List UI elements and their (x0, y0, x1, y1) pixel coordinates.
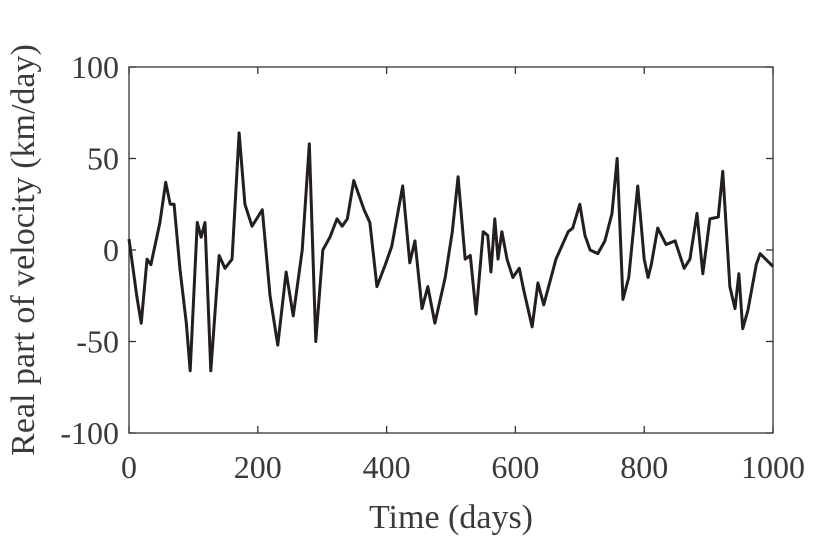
y-axis-label: Real part of velocity (km/day) (5, 44, 42, 456)
y-tick-label: -50 (76, 324, 119, 360)
x-tick-label: 800 (620, 449, 668, 485)
plot-frame (128, 66, 774, 434)
x-axis-label: Time (days) (369, 499, 533, 536)
y-tick-label: -100 (60, 415, 119, 451)
y-tick-label: 50 (87, 141, 119, 177)
x-tick-label: 200 (234, 449, 282, 485)
y-tick-label: 0 (103, 232, 119, 268)
y-tick-label: 100 (71, 49, 119, 85)
x-tick-label: 400 (363, 449, 411, 485)
x-tick-label: 0 (121, 449, 137, 485)
x-tick-label: 1000 (741, 449, 805, 485)
line-series (127, 131, 775, 373)
x-tick-label: 600 (491, 449, 539, 485)
